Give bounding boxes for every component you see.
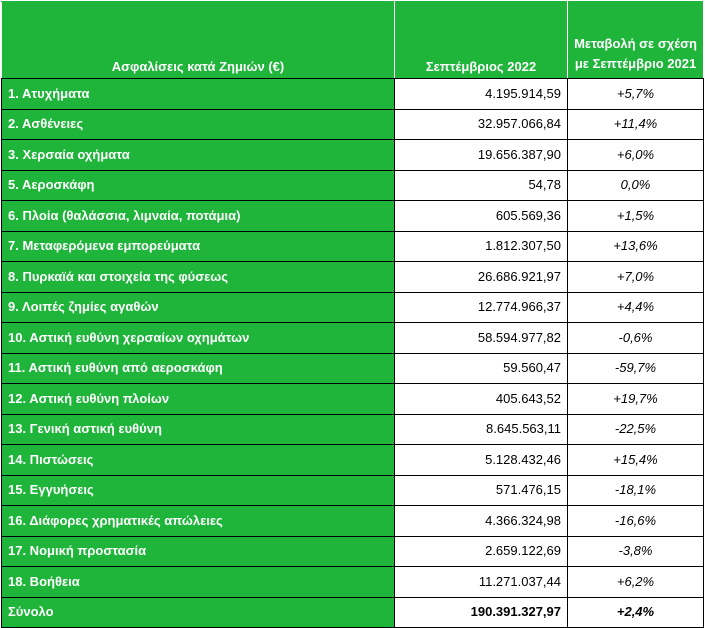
- row-label: 9. Λοιπές ζημίες αγαθών: [1, 291, 395, 323]
- row-change: -0,6%: [567, 322, 704, 354]
- row-change: -59,7%: [567, 352, 704, 384]
- row-value: 405.643,52: [394, 383, 568, 415]
- table-body: 1. Ατυχήματα 4.195.914,59 +5,7% 2. Ασθένειε…: [1, 78, 704, 628]
- table-row: 9. Λοιπές ζημίες αγαθών 12.774.966,37 +4,4…: [1, 291, 704, 323]
- table-row: 13. Γενική αστική ευθύνη 8.645.563,11 -22,…: [1, 413, 704, 445]
- table-row: 16. Διάφορες χρηματικές απώλειες 4.366.32…: [1, 505, 704, 537]
- row-value: 58.594.977,82: [394, 322, 568, 354]
- table-row: 8. Πυρκαϊά και στοιχεία της φύσεως 26.686…: [1, 261, 704, 293]
- header-change: Μεταβολή σε σχέση με Σεπτέμβριο 2021: [567, 1, 704, 79]
- row-value: 59.560,47: [394, 352, 568, 384]
- row-change: +15,4%: [567, 444, 704, 476]
- row-label: 3. Χερσαία οχήματα: [1, 139, 395, 171]
- row-value: 19.656.387,90: [394, 139, 568, 171]
- row-value: 571.476,15: [394, 474, 568, 506]
- row-change: -16,6%: [567, 505, 704, 537]
- row-change: +6,0%: [567, 139, 704, 171]
- row-change: +4,4%: [567, 291, 704, 323]
- row-label: 18. Βοήθεια: [1, 566, 395, 598]
- table-row: 12. Αστική ευθύνη πλοίων 405.643,52 +19,7%: [1, 383, 704, 415]
- row-label: 14. Πιστώσεις: [1, 444, 395, 476]
- row-change: -18,1%: [567, 474, 704, 506]
- table-row: 6. Πλοία (θαλάσσια, λιμναία, ποτάμια) 605…: [1, 200, 704, 232]
- table-row: 11. Αστική ευθύνη από αεροσκάφη 59.560,47…: [1, 352, 704, 384]
- row-change: -3,8%: [567, 535, 704, 567]
- header-row: Ασφαλίσεις κατά Ζημιών (€) Σεπτέμβριος 2…: [1, 1, 704, 79]
- row-label: 6. Πλοία (θαλάσσια, λιμναία, ποτάμια): [1, 200, 395, 232]
- row-value: 8.645.563,11: [394, 413, 568, 445]
- row-value: 54,78: [394, 169, 568, 201]
- table-row: 1. Ατυχήματα 4.195.914,59 +5,7%: [1, 78, 704, 110]
- row-label: 8. Πυρκαϊά και στοιχεία της φύσεως: [1, 261, 395, 293]
- row-value: 4.366.324,98: [394, 505, 568, 537]
- row-label: 2. Ασθένειες: [1, 108, 395, 140]
- row-change: +6,2%: [567, 566, 704, 598]
- row-change: 0,0%: [567, 169, 704, 201]
- row-change: +7,0%: [567, 261, 704, 293]
- row-change: +5,7%: [567, 78, 704, 110]
- row-label: 17. Νομική προστασία: [1, 535, 395, 567]
- row-label: 10. Αστική ευθύνη χερσαίων οχημάτων: [1, 322, 395, 354]
- row-change: +1,5%: [567, 200, 704, 232]
- row-value: 5.128.432,46: [394, 444, 568, 476]
- row-value: 190.391.327,97: [394, 596, 568, 628]
- table-row: 17. Νομική προστασία 2.659.122,69 -3,8%: [1, 535, 704, 567]
- row-change: +2,4%: [567, 596, 704, 628]
- row-change: +11,4%: [567, 108, 704, 140]
- row-label: 7. Μεταφερόμενα εμπορεύματα: [1, 230, 395, 262]
- table-row: 5. Αεροσκάφη 54,78 0,0%: [1, 169, 704, 201]
- row-value: 4.195.914,59: [394, 78, 568, 110]
- row-change: +19,7%: [567, 383, 704, 415]
- table-row: 15. Εγγυήσεις 571.476,15 -18,1%: [1, 474, 704, 506]
- row-label: Σύνολο: [1, 596, 395, 628]
- row-change: +13,6%: [567, 230, 704, 262]
- table-row: 7. Μεταφερόμενα εμπορεύματα 1.812.307,50 +…: [1, 230, 704, 262]
- table-row: 10. Αστική ευθύνη χερσαίων οχημάτων 58.59…: [1, 322, 704, 354]
- row-label: 16. Διάφορες χρηματικές απώλειες: [1, 505, 395, 537]
- table-row: 3. Χερσαία οχήματα 19.656.387,90 +6,0%: [1, 139, 704, 171]
- row-label: 11. Αστική ευθύνη από αεροσκάφη: [1, 352, 395, 384]
- row-value: 2.659.122,69: [394, 535, 568, 567]
- row-label: 5. Αεροσκάφη: [1, 169, 395, 201]
- table-row: 14. Πιστώσεις 5.128.432,46 +15,4%: [1, 444, 704, 476]
- row-value: 12.774.966,37: [394, 291, 568, 323]
- table-row: 2. Ασθένειες 32.957.066,84 +11,4%: [1, 108, 704, 140]
- row-value: 1.812.307,50: [394, 230, 568, 262]
- row-label: 1. Ατυχήματα: [1, 78, 395, 110]
- table-row: 18. Βοήθεια 11.271.037,44 +6,2%: [1, 566, 704, 598]
- row-label: 15. Εγγυήσεις: [1, 474, 395, 506]
- row-value: 11.271.037,44: [394, 566, 568, 598]
- total-row: Σύνολο 190.391.327,97 +2,4%: [1, 596, 704, 628]
- row-change: -22,5%: [567, 413, 704, 445]
- row-label: 13. Γενική αστική ευθύνη: [1, 413, 395, 445]
- header-period: Σεπτέμβριος 2022: [394, 1, 568, 79]
- row-value: 32.957.066,84: [394, 108, 568, 140]
- header-category: Ασφαλίσεις κατά Ζημιών (€): [1, 1, 395, 79]
- row-value: 26.686.921,97: [394, 261, 568, 293]
- row-label: 12. Αστική ευθύνη πλοίων: [1, 383, 395, 415]
- row-value: 605.569,36: [394, 200, 568, 232]
